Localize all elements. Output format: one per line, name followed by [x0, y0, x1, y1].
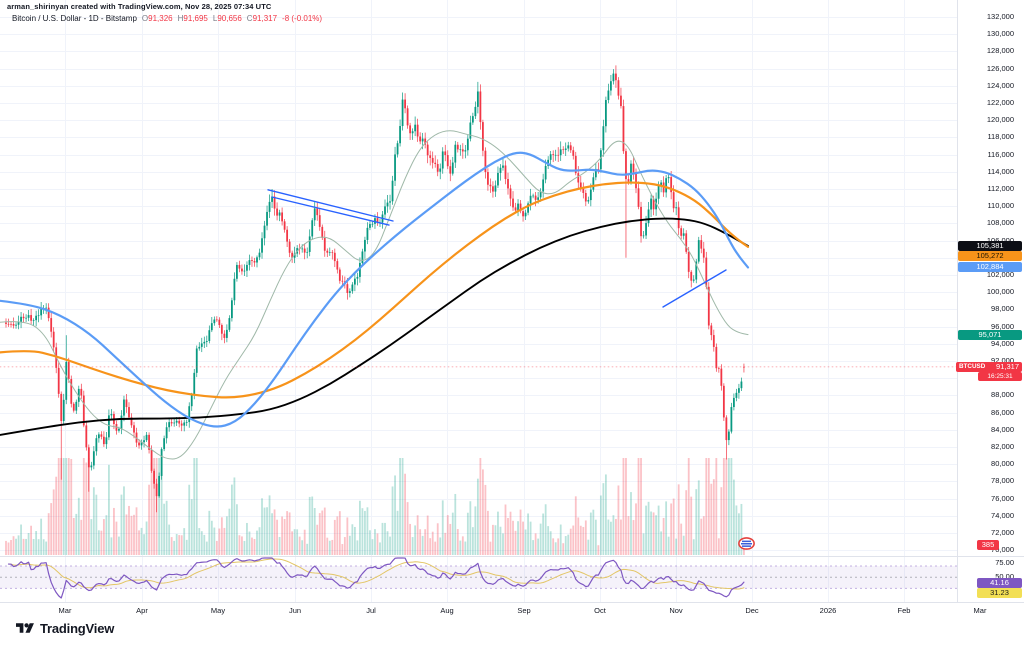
time-tick-label: 2026 — [819, 606, 837, 615]
price-tick-label: 96,000 — [991, 321, 1014, 331]
price-tick-label: 118,000 — [987, 132, 1014, 142]
time-tick-label: Oct — [594, 606, 606, 615]
time-tick-label: Dec — [745, 606, 759, 615]
price-tick-label: 82,000 — [991, 442, 1014, 451]
time-tick-label: Jun — [288, 606, 302, 615]
price-tick-label: 108,000 — [986, 218, 1014, 228]
ma100-price-badge: 105,272 — [958, 251, 1022, 261]
price-tick-label: 110,000 — [987, 201, 1014, 211]
change-value: -8 (-0.01%) — [282, 14, 323, 23]
price-tick-label: 88,000 — [991, 390, 1014, 400]
low-value: 90,656 — [217, 14, 242, 23]
price-tick-label: 106,000 — [987, 236, 1014, 246]
rsi-tick-label: 75.00 — [995, 558, 1014, 568]
time-tick-label: Apr — [136, 606, 148, 615]
price-tick-label: 120,000 — [986, 115, 1014, 125]
price-tick-label: 70,000 — [991, 545, 1014, 555]
price-tick-label: 112,000 — [987, 184, 1014, 193]
time-tick-label: Sep — [517, 606, 531, 615]
fast-ma-price-badge: 95,071 — [958, 329, 1022, 340]
price-tick-label: 84,000 — [991, 424, 1014, 434]
price-tick-label: 102,000 — [986, 270, 1014, 279]
price-tick-label: 76,000 — [991, 493, 1014, 503]
price-tick-label: 130,000 — [986, 29, 1014, 39]
price-tick-label: 72,000 — [991, 528, 1014, 537]
time-tick-label: Mar — [973, 606, 987, 615]
high-value: 91,695 — [183, 14, 208, 23]
time-tick-label: Feb — [897, 606, 911, 615]
volume-badge: 385 — [977, 540, 999, 550]
price-tick-label: 122,000 — [986, 98, 1014, 107]
time-tick-label: Nov — [669, 606, 683, 615]
rsi-tick-label: 50.00 — [995, 572, 1014, 582]
rsi-ma-value-badge: 31.23 — [977, 588, 1022, 598]
flag-icon — [738, 537, 755, 550]
price-tick-label: 116,000 — [987, 149, 1014, 159]
rsi-value-badge: 41.16 — [977, 577, 1022, 588]
close-label: C — [246, 14, 253, 23]
price-tick-label: 80,000 — [991, 459, 1014, 469]
tradingview-mark-icon — [16, 623, 34, 633]
last-price-badge: BTCUSD 91,317 — [956, 361, 1022, 372]
price-tick-label: 100,000 — [986, 287, 1014, 297]
low-label: L — [212, 14, 218, 23]
chart-byline: arman_shirinyan created with TradingView… — [7, 2, 272, 11]
time-tick-label: Aug — [440, 606, 454, 615]
price-tick-label: 114,000 — [987, 166, 1014, 176]
high-label: H — [177, 14, 184, 23]
price-tick-label: 92,000 — [991, 356, 1014, 365]
symbol-legend: Bitcoin / U.S. Dollar - 1D - Bitstamp O91… — [12, 14, 322, 23]
price-tick-label: 74,000 — [991, 510, 1014, 520]
price-tick-label: 86,000 — [991, 407, 1014, 417]
ma200-price-badge: 105,381 — [958, 240, 1022, 251]
ma50-price-badge: 102,884 — [958, 262, 1022, 272]
price-tick-label: 132,000 — [986, 12, 1014, 21]
price-tick-label: 94,000 — [991, 338, 1014, 348]
open-value: 91,326 — [148, 14, 173, 23]
symbol-tag: BTCUSD — [959, 362, 986, 370]
tradingview-logo[interactable]: TradingView — [16, 620, 114, 637]
time-tick-label: Mar — [58, 606, 72, 615]
open-label: O — [141, 14, 149, 23]
price-tick-label: 126,000 — [986, 63, 1014, 73]
close-value: 91,317 — [252, 14, 278, 23]
price-tick-label: 128,000 — [986, 46, 1014, 56]
price-tick-label: 98,000 — [991, 304, 1014, 314]
last-price-value: 91,317 — [996, 361, 1019, 371]
price-tick-label: 78,000 — [991, 476, 1014, 486]
time-tick-label: Jul — [366, 606, 376, 615]
symbol-title: Bitcoin / U.S. Dollar - 1D - Bitstamp — [12, 14, 137, 23]
tradingview-wordmark: TradingView — [40, 621, 115, 636]
bar-countdown-badge: 16:25:31 — [978, 372, 1022, 381]
price-tick-label: 124,000 — [986, 80, 1014, 90]
time-tick-label: May — [210, 606, 226, 615]
